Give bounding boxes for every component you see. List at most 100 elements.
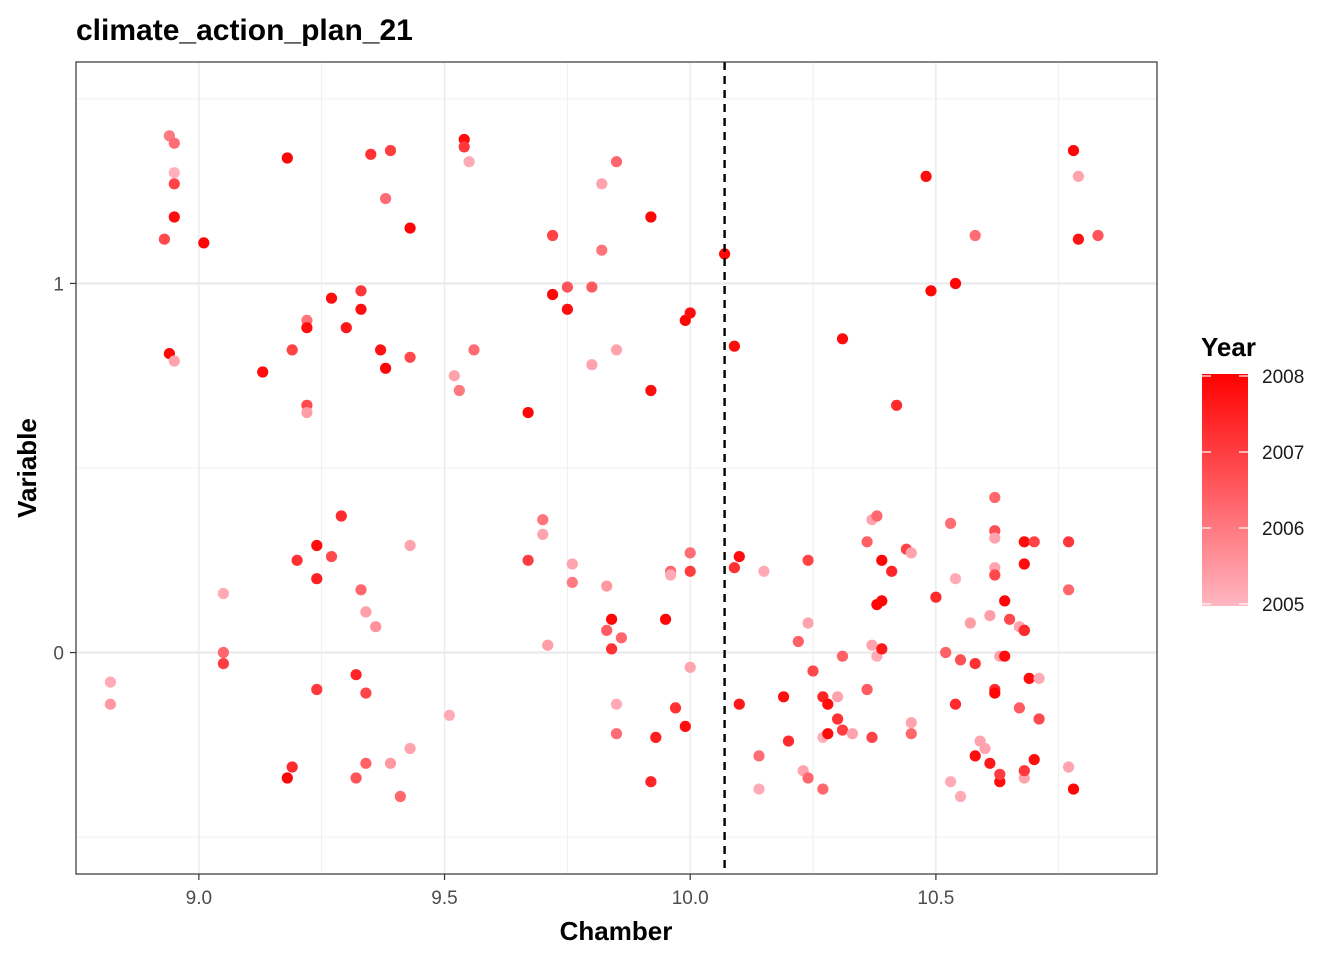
data-point bbox=[984, 757, 996, 769]
data-point bbox=[876, 554, 888, 566]
data-point bbox=[325, 292, 338, 304]
data-point bbox=[861, 536, 873, 548]
data-point bbox=[684, 547, 696, 559]
data-point bbox=[355, 584, 367, 596]
data-point bbox=[984, 610, 996, 622]
chart-title: climate_action_plan_21 bbox=[76, 14, 413, 47]
data-point bbox=[645, 384, 657, 397]
data-point bbox=[158, 233, 170, 245]
data-point bbox=[660, 613, 672, 625]
data-point bbox=[999, 595, 1011, 607]
data-point bbox=[836, 333, 849, 345]
data-point bbox=[458, 141, 470, 153]
data-point bbox=[1023, 672, 1035, 685]
data-point bbox=[360, 606, 372, 618]
legend-break-label: 2006 bbox=[1262, 519, 1304, 540]
data-point bbox=[969, 750, 981, 762]
data-point bbox=[949, 277, 962, 290]
data-point bbox=[547, 288, 559, 301]
data-point bbox=[561, 281, 574, 293]
data-point bbox=[168, 211, 180, 223]
data-point bbox=[325, 551, 338, 563]
data-point bbox=[350, 772, 362, 784]
data-point bbox=[1067, 783, 1080, 795]
data-point bbox=[969, 658, 981, 670]
data-point bbox=[1072, 233, 1084, 245]
data-point bbox=[286, 344, 298, 356]
data-point bbox=[168, 355, 180, 367]
data-point bbox=[168, 167, 180, 179]
data-point bbox=[104, 676, 116, 688]
data-point bbox=[375, 344, 387, 356]
data-point bbox=[989, 687, 1001, 699]
data-point bbox=[311, 539, 323, 552]
data-point bbox=[217, 646, 229, 659]
data-point bbox=[802, 617, 814, 629]
x-tick-label: 9.0 bbox=[186, 888, 212, 909]
data-point bbox=[886, 565, 898, 577]
data-point bbox=[891, 399, 903, 411]
data-point bbox=[281, 152, 293, 164]
data-point bbox=[1067, 145, 1080, 157]
data-point bbox=[846, 728, 859, 740]
data-point bbox=[836, 724, 849, 736]
data-point bbox=[586, 359, 598, 371]
data-point bbox=[606, 643, 618, 655]
plot-panel-border bbox=[75, 61, 1158, 875]
data-point bbox=[404, 539, 416, 552]
data-points bbox=[104, 130, 1104, 803]
data-point bbox=[596, 178, 608, 190]
data-point bbox=[1033, 713, 1045, 725]
data-point bbox=[753, 783, 765, 795]
data-point bbox=[610, 728, 623, 740]
data-point bbox=[168, 137, 180, 149]
data-point bbox=[522, 407, 534, 419]
data-point bbox=[601, 624, 613, 637]
data-point bbox=[719, 248, 731, 260]
data-point bbox=[684, 307, 696, 319]
data-point bbox=[684, 661, 696, 673]
data-point bbox=[586, 281, 598, 293]
data-point bbox=[537, 528, 549, 541]
data-point bbox=[335, 510, 347, 522]
data-point bbox=[920, 170, 932, 182]
data-point bbox=[645, 776, 657, 788]
data-point bbox=[994, 768, 1006, 780]
x-axis: 9.0 9.5 10.0 10.5 bbox=[186, 874, 954, 909]
data-point bbox=[217, 658, 229, 670]
data-point bbox=[522, 554, 534, 566]
data-point bbox=[610, 344, 623, 356]
data-point bbox=[822, 728, 834, 740]
data-point bbox=[905, 717, 917, 729]
data-point bbox=[1013, 702, 1025, 714]
data-point bbox=[949, 573, 962, 585]
legend-break-label: 2008 bbox=[1262, 367, 1304, 388]
data-point bbox=[999, 650, 1011, 662]
data-point bbox=[291, 554, 303, 566]
data-point bbox=[1063, 761, 1075, 773]
data-point bbox=[930, 591, 942, 603]
data-point bbox=[945, 776, 957, 788]
data-point bbox=[817, 783, 829, 795]
data-point bbox=[964, 617, 976, 629]
data-point bbox=[566, 558, 578, 570]
data-point bbox=[871, 510, 883, 522]
data-point bbox=[1018, 558, 1030, 570]
data-point bbox=[606, 613, 618, 625]
data-point bbox=[596, 244, 608, 256]
data-point bbox=[1033, 672, 1045, 685]
data-point bbox=[1092, 229, 1104, 242]
data-point bbox=[969, 229, 981, 242]
data-point bbox=[866, 639, 878, 651]
data-point bbox=[669, 702, 682, 714]
data-point bbox=[753, 750, 765, 762]
data-point bbox=[832, 713, 844, 725]
data-point bbox=[384, 145, 397, 157]
data-point bbox=[355, 303, 367, 315]
x-axis-title: Chamber bbox=[560, 916, 673, 946]
data-point bbox=[1004, 613, 1016, 625]
data-point bbox=[665, 569, 677, 581]
data-point bbox=[1063, 584, 1075, 596]
data-point bbox=[733, 698, 745, 710]
